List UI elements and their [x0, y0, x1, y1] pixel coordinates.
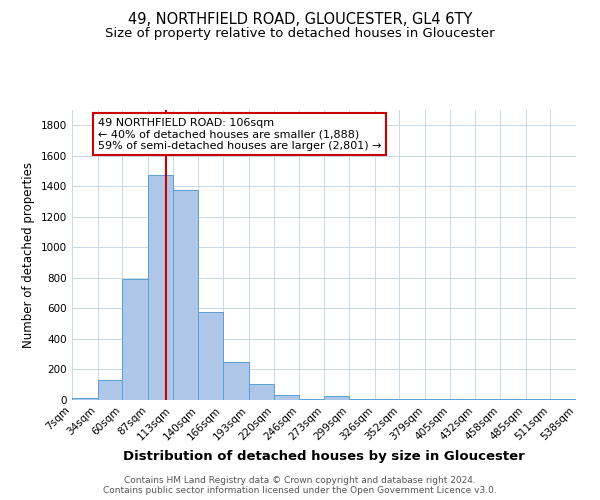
Y-axis label: Number of detached properties: Number of detached properties: [22, 162, 35, 348]
Bar: [550, 399, 576, 400]
Bar: [526, 399, 550, 400]
Bar: [198, 312, 223, 400]
Bar: [375, 399, 400, 400]
Bar: [475, 399, 500, 400]
Bar: [325, 396, 349, 400]
Text: 49 NORTHFIELD ROAD: 106sqm
← 40% of detached houses are smaller (1,888)
59% of s: 49 NORTHFIELD ROAD: 106sqm ← 40% of deta…: [98, 118, 381, 151]
Bar: [425, 399, 450, 400]
Bar: [173, 190, 198, 400]
Bar: [500, 399, 526, 400]
X-axis label: Distribution of detached houses by size in Gloucester: Distribution of detached houses by size …: [123, 450, 525, 463]
Bar: [122, 278, 148, 400]
Bar: [223, 362, 248, 400]
Bar: [299, 399, 325, 400]
Bar: [72, 398, 98, 400]
Bar: [98, 380, 122, 400]
Text: Contains HM Land Registry data © Crown copyright and database right 2024.: Contains HM Land Registry data © Crown c…: [124, 476, 476, 485]
Bar: [450, 399, 475, 400]
Bar: [148, 175, 173, 400]
Text: Size of property relative to detached houses in Gloucester: Size of property relative to detached ho…: [105, 28, 495, 40]
Bar: [400, 399, 425, 400]
Bar: [248, 384, 274, 400]
Text: 49, NORTHFIELD ROAD, GLOUCESTER, GL4 6TY: 49, NORTHFIELD ROAD, GLOUCESTER, GL4 6TY: [128, 12, 472, 28]
Text: Contains public sector information licensed under the Open Government Licence v3: Contains public sector information licen…: [103, 486, 497, 495]
Bar: [349, 399, 375, 400]
Bar: [274, 396, 299, 400]
